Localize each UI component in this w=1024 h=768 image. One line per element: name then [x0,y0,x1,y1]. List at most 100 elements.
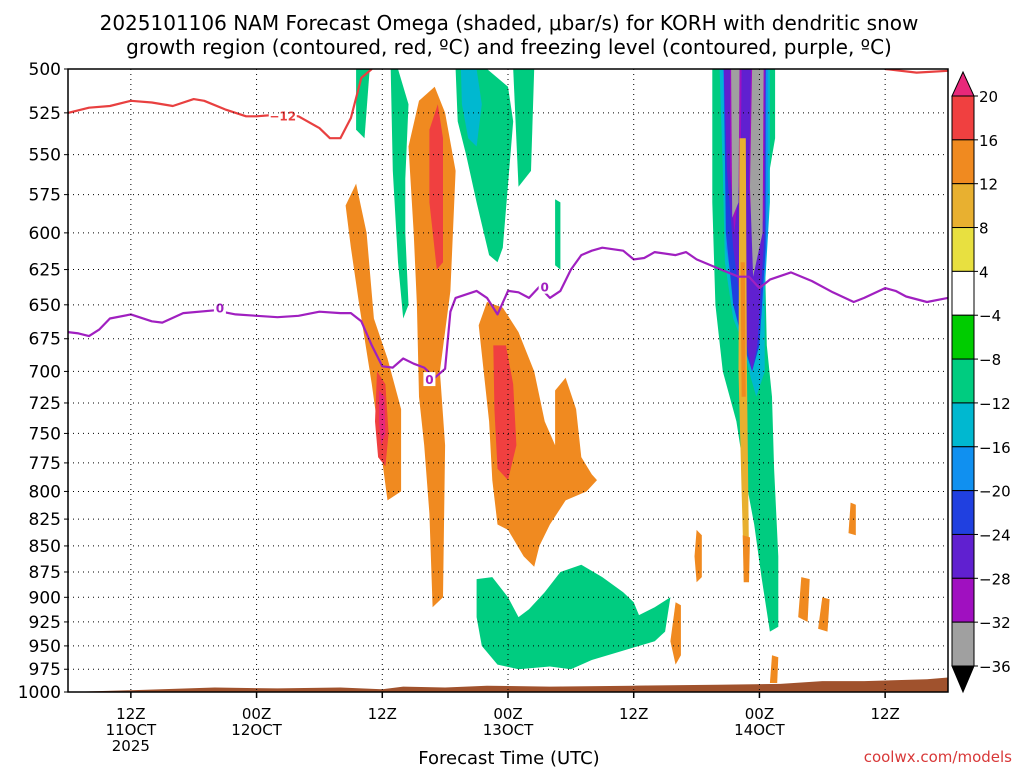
x-tick-label: 13OCT [483,721,534,739]
y-tick-label: 750 [29,424,61,444]
colorbar: 20 16 12 8 4 −4 −8 −12 −16 −20 −24 −28 −32 −36 [951,70,1011,694]
omega-shaded-region [555,199,561,270]
colorbar-label: −8 [979,351,1001,369]
y-tick-label: 950 [29,637,61,657]
dgz-contour-label-bg [268,109,297,124]
y-tick-label: 775 [29,454,61,474]
omega-shaded-region [379,390,386,446]
colorbar-label: 12 [979,176,998,194]
y-tick-label: 975 [29,660,61,680]
omega-shaded-region [429,104,443,270]
omega-shaded-region [750,69,764,277]
colorbar-top-arrow [951,70,975,97]
y-tick-label: 725 [29,394,61,414]
y-tick-label: 650 [29,296,61,316]
y-tick-label: 525 [29,104,61,124]
x-tick-label: 14OCT [734,721,785,739]
colorbar-label: −16 [979,439,1011,457]
omega-shaded-region [742,535,750,583]
colorbar-bin [951,577,975,623]
freezing-contour-label-bg [213,300,226,315]
omega-shaded-region [740,262,746,397]
y-tick-label: 875 [29,563,61,583]
freezing-contour-label: 0 [216,302,224,316]
colorbar-label: −12 [979,395,1011,413]
freezing-contour-label: 0 [540,281,548,295]
omega-shaded-region [493,345,517,481]
colorbar-bin [951,95,975,141]
omega-shaded-region [496,159,502,218]
freezing-contour-label: 0 [425,373,433,387]
omega-shaded-region [513,69,535,187]
omega-shaded-region [848,502,856,536]
chart-title-line1: 2025101106 NAM Forecast Omega (shaded, μ… [100,11,919,35]
omega-shaded-region [769,655,779,683]
y-tick-label: 800 [29,482,61,502]
plot-area: −12 0 0 0 500 525 550 575 600 625 650 675 700 725 750 7… [18,60,949,755]
colorbar-bin [951,227,975,272]
omega-shaded-region [731,69,740,218]
colorbar-bin [951,446,975,492]
omega-shaded-region [694,529,702,583]
colorbar-label: −20 [979,483,1011,501]
x-tick-label: 00Z [493,705,522,723]
x-tick-label: 11OCT [106,721,157,739]
omega-shaded-region [390,69,409,319]
x-tick-label: 12Z [116,705,145,723]
colorbar-bin [951,402,975,448]
colorbar-bin [951,314,975,360]
colorbar-label: 8 [979,220,989,238]
omega-shaded-region [345,183,402,501]
colorbar-label: −32 [979,614,1011,632]
omega-shaded-region [356,69,370,139]
y-tick-label: 700 [29,362,61,382]
y-tick-label: 575 [29,186,61,206]
y-tick-label: 825 [29,510,61,530]
colorbar-bin [951,621,975,667]
y-tick-label: 850 [29,537,61,557]
omega-shaded-region [818,597,830,632]
axes: 500 525 550 575 600 625 650 675 700 725 750 775 800 8… [18,60,900,755]
colorbar-bottom-arrow [951,665,975,694]
dgz-contour-line [884,69,948,74]
x-tick-label: 12Z [368,705,397,723]
x-tick-label: 12Z [619,705,648,723]
colorbar-bin [951,139,975,185]
colorbar-label: −4 [979,307,1001,325]
x-tick-label: 12Z [870,705,899,723]
freezing-contour-label-bg [538,279,551,294]
colorbar-label: 16 [979,132,998,150]
colorbar-bin [951,270,975,316]
omega-shaded-region [476,564,671,670]
y-tick-label: 900 [29,588,61,608]
colorbar-bin [951,533,975,579]
omega-shaded-region [460,69,482,147]
omega-shaded-region [670,602,681,665]
dgz-contour-label: −12 [269,109,296,123]
watermark: coolwx.com/models [864,748,1012,766]
colorbar-label: 20 [979,88,998,106]
x-axis-label: Forecast Time (UTC) [418,748,599,768]
colorbar-bin [951,358,975,404]
grid [68,69,948,692]
colorbar-label: 4 [979,263,989,281]
x-tick-label: 00Z [745,705,774,723]
x-tick-label: 2025 [112,737,150,755]
y-tick-label: 675 [29,330,61,350]
x-tick-label: 00Z [242,705,271,723]
freezing-contour-label-bg [423,372,436,387]
y-tick-label: 625 [29,261,61,281]
chart-title-line2: growth region (contoured, red, ºC) and f… [126,35,892,59]
terrain-ground [68,677,948,692]
y-tick-label: 500 [29,60,61,80]
omega-shaded-region [798,577,810,622]
colorbar-bin [951,183,975,229]
colorbar-label: −24 [979,526,1011,544]
y-tick-label: 925 [29,613,61,633]
omega-shaded-region [408,86,456,608]
colorbar-label: −28 [979,570,1011,588]
freezing-level-contour-line [68,246,948,379]
y-tick-label: 550 [29,146,61,166]
x-tick-label: 12OCT [231,721,282,739]
